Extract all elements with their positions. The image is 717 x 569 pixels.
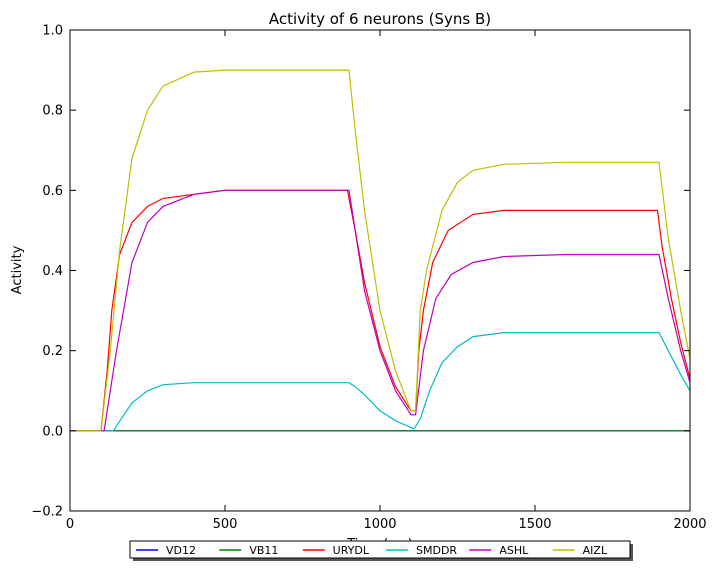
plot-area (70, 69, 691, 432)
series-line-smddr (70, 332, 691, 432)
x-tick-label: 500 (213, 517, 238, 532)
y-tick-label: 0.0 (42, 424, 63, 439)
series-line-urydl (70, 189, 691, 432)
chart-title: Activity of 6 neurons (Syns B) (269, 10, 491, 28)
y-tick-label: 0.4 (42, 264, 63, 279)
plot-frame (69, 29, 691, 512)
legend-label-vd12: VD12 (166, 544, 196, 557)
legend-label-vb11: VB11 (249, 544, 278, 557)
y-tick-label: −0.2 (31, 505, 63, 520)
x-tick-label: 2000 (673, 517, 706, 532)
axis-ticks: 0 500 1000 1500 2000 −0.2 0.0 0.2 0.4 0.6 0.8 1.0 (31, 24, 706, 533)
x-tick-label: 0 (66, 517, 74, 532)
legend-label-urydl: URYDL (333, 544, 370, 557)
legend-label-smddr: SMDDR (416, 544, 457, 557)
legend-label-aizl: AIZL (583, 544, 608, 557)
legend-label-ashl: ASHL (499, 544, 529, 557)
y-tick-label: 0.6 (42, 184, 63, 199)
y-tick-label: 0.8 (42, 104, 63, 119)
legend-entries: VD12 VB11 URYDL SMDDR ASHL AIZL (136, 544, 608, 557)
y-tick-label: 1.0 (42, 24, 63, 39)
legend: VD12 VB11 URYDL SMDDR ASHL AIZL (129, 540, 633, 561)
legend-box (129, 540, 631, 559)
series-line-ashl (70, 189, 691, 432)
series-line-aizl (70, 69, 691, 432)
x-tick-label: 1500 (518, 517, 551, 532)
x-tick-label: 1000 (363, 517, 396, 532)
y-tick-label: 0.2 (42, 344, 63, 359)
y-axis-label: Activity (10, 245, 25, 294)
